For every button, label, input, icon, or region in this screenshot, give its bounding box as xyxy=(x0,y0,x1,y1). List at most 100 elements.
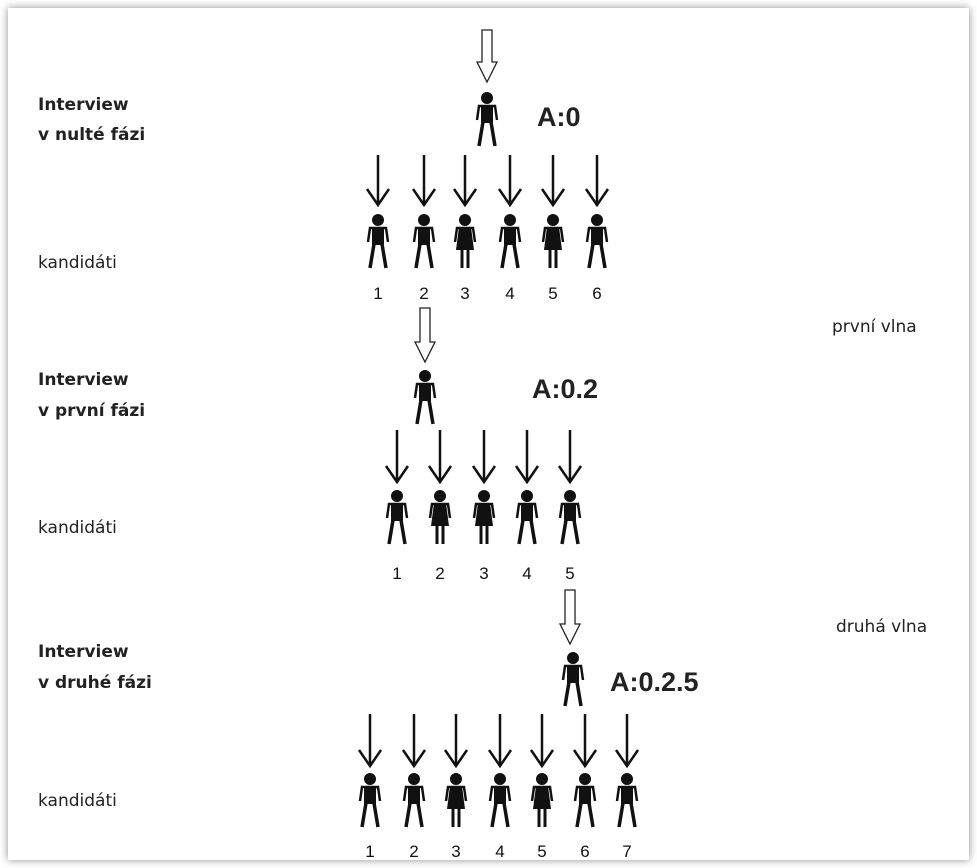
head xyxy=(418,214,430,226)
legs xyxy=(414,243,434,269)
legs xyxy=(548,250,558,268)
candidate-number: 4 xyxy=(505,284,514,303)
female-figure xyxy=(472,490,496,544)
torso xyxy=(391,503,403,521)
head xyxy=(536,773,548,785)
down-arrow-head xyxy=(584,188,610,208)
head xyxy=(364,773,376,785)
candidate-number: 5 xyxy=(537,842,546,861)
legs xyxy=(560,519,580,545)
candidate-number: 1 xyxy=(365,842,374,861)
down-arrow-head xyxy=(572,749,598,769)
down-arrow-head xyxy=(529,749,555,769)
torso xyxy=(419,383,431,401)
head xyxy=(494,773,506,785)
candidate-number: 2 xyxy=(435,564,444,583)
male-figure xyxy=(615,773,639,828)
stage-code: A:0 xyxy=(537,102,581,132)
male-figure xyxy=(475,92,499,147)
down-arrow-head xyxy=(471,465,497,485)
torso xyxy=(567,665,579,683)
down-arrow-head xyxy=(557,465,583,485)
down-arrow-head xyxy=(401,749,427,769)
male-figure xyxy=(413,370,437,425)
female-figure xyxy=(444,773,468,827)
legs xyxy=(575,802,595,828)
head xyxy=(391,490,403,502)
head xyxy=(481,92,493,104)
head xyxy=(372,214,384,226)
head xyxy=(567,652,579,664)
male-figure xyxy=(412,214,436,269)
candidate-number: 4 xyxy=(495,842,504,861)
male-figure xyxy=(558,490,582,545)
down-arrow-head xyxy=(357,749,383,769)
legs xyxy=(537,809,547,827)
legs xyxy=(477,121,497,147)
stage-title: v druhé fázi xyxy=(38,673,152,693)
candidate-number: 4 xyxy=(522,564,531,583)
male-figure xyxy=(573,773,597,828)
torso xyxy=(494,786,506,804)
legs xyxy=(435,526,445,544)
frame xyxy=(8,8,969,860)
stage-title: Interview xyxy=(38,642,129,662)
head xyxy=(547,214,559,226)
male-figure xyxy=(402,773,426,828)
male-figure xyxy=(488,773,512,828)
dress xyxy=(475,503,493,526)
head xyxy=(521,490,533,502)
candidate-number: 1 xyxy=(392,564,401,583)
legs xyxy=(460,250,470,268)
candidates-label: kandidáti xyxy=(38,791,117,811)
stage-title: Interview xyxy=(38,95,129,115)
legs xyxy=(387,519,407,545)
female-figure xyxy=(428,490,452,544)
legs xyxy=(617,802,637,828)
down-arrow-head xyxy=(514,465,540,485)
stage-code: A:0.2.5 xyxy=(610,667,699,697)
down-arrow-head xyxy=(411,188,437,208)
candidates-label: kandidáti xyxy=(38,518,117,538)
male-figure xyxy=(498,214,522,269)
torso xyxy=(621,786,633,804)
legs xyxy=(500,243,520,269)
down-arrow-head xyxy=(497,188,523,208)
legs xyxy=(368,243,388,269)
down-arrow-head xyxy=(540,188,566,208)
head xyxy=(459,214,471,226)
candidates-label: kandidáti xyxy=(38,253,117,273)
legs xyxy=(517,519,537,545)
legs xyxy=(479,526,489,544)
head xyxy=(419,370,431,382)
torso xyxy=(504,227,516,245)
torso xyxy=(591,227,603,245)
stage-title: v první fázi xyxy=(38,401,145,421)
torso xyxy=(364,786,376,804)
candidate-number: 2 xyxy=(409,842,418,861)
hollow-arrow xyxy=(475,29,499,84)
dress xyxy=(447,786,465,809)
torso xyxy=(564,503,576,521)
candidate-number: 3 xyxy=(479,564,488,583)
stage-code: A:0.2 xyxy=(532,374,598,404)
female-figure xyxy=(530,773,554,827)
legs xyxy=(360,802,380,828)
down-arrow-head xyxy=(614,749,640,769)
torso xyxy=(579,786,591,804)
dress xyxy=(431,503,449,526)
down-arrow-head xyxy=(427,465,453,485)
candidate-number: 3 xyxy=(460,284,469,303)
torso xyxy=(521,503,533,521)
male-figure xyxy=(585,214,609,269)
male-figure xyxy=(515,490,539,545)
torso xyxy=(481,105,493,123)
dress xyxy=(533,786,551,809)
candidate-number: 6 xyxy=(580,842,589,861)
torso xyxy=(408,786,420,804)
legs xyxy=(404,802,424,828)
head xyxy=(591,214,603,226)
head xyxy=(434,490,446,502)
head xyxy=(478,490,490,502)
